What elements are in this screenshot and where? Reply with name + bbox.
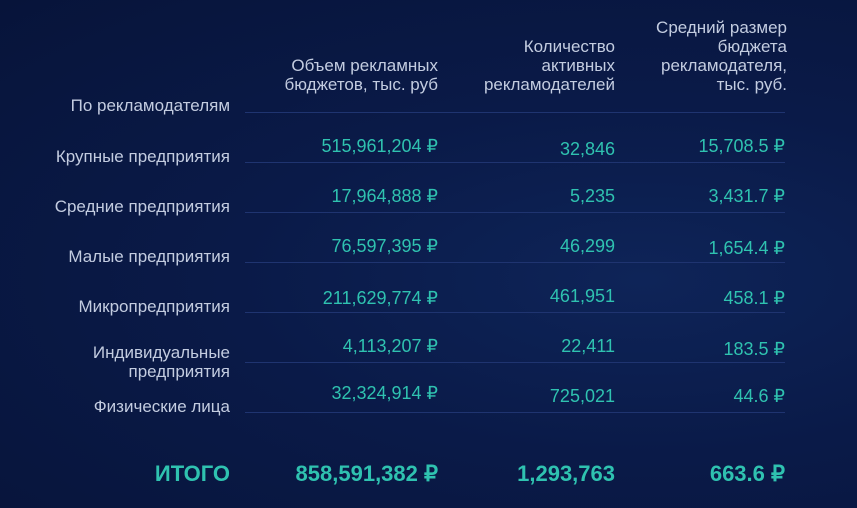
row-label: Физические лица xyxy=(93,397,230,416)
divider xyxy=(245,362,785,363)
row-group-label: По рекламодателям xyxy=(70,96,230,115)
budget-cell: 211,629,774 ₽ xyxy=(322,288,438,308)
row-label: Малые предприятия xyxy=(68,247,230,266)
row-label: Крупные предприятия xyxy=(55,147,230,166)
divider xyxy=(245,212,785,213)
divider xyxy=(245,312,785,313)
advertisers-cell: 32,846 xyxy=(559,139,615,159)
average-cell: 3,431.7 ₽ xyxy=(708,186,785,206)
budget-cell: 32,324,914 ₽ xyxy=(331,383,438,403)
total-average: 663.6 ₽ xyxy=(709,461,785,486)
row-label: Индивидуальные предприятия xyxy=(92,343,230,381)
average-cell: 183.5 ₽ xyxy=(723,339,786,359)
advertisers-cell: 461,951 xyxy=(549,286,615,306)
row-label: Средние предприятия xyxy=(54,197,230,216)
header-advertisers: Количество активных рекламодателей xyxy=(483,37,615,94)
total-label: ИТОГО xyxy=(154,461,230,486)
average-cell: 1,654.4 ₽ xyxy=(708,238,785,258)
divider xyxy=(245,162,785,163)
budget-cell: 515,961,204 ₽ xyxy=(321,136,438,156)
header-average: Средний размер бюджета рекламодателя, ты… xyxy=(656,18,787,94)
divider xyxy=(245,262,785,263)
header-budget: Объем рекламных бюджетов, тыс. руб xyxy=(284,56,438,94)
advertisers-cell: 725,021 xyxy=(549,386,615,406)
advertisers-cell: 22,411 xyxy=(561,336,615,356)
divider xyxy=(245,412,785,413)
advertisers-cell: 5,235 xyxy=(569,186,615,206)
row-label: Микропредприятия xyxy=(78,297,230,316)
total-advertisers: 1,293,763 xyxy=(517,461,615,486)
divider xyxy=(245,112,785,113)
average-cell: 44.6 ₽ xyxy=(733,386,786,406)
average-cell: 458.1 ₽ xyxy=(723,288,786,308)
total-budget: 858,591,382 ₽ xyxy=(295,461,438,486)
advertisers-cell: 46,299 xyxy=(559,236,615,256)
budget-cell: 17,964,888 ₽ xyxy=(331,186,438,206)
budget-cell: 4,113,207 ₽ xyxy=(342,336,438,356)
average-cell: 15,708.5 ₽ xyxy=(698,136,785,156)
budget-cell: 76,597,395 ₽ xyxy=(331,236,438,256)
